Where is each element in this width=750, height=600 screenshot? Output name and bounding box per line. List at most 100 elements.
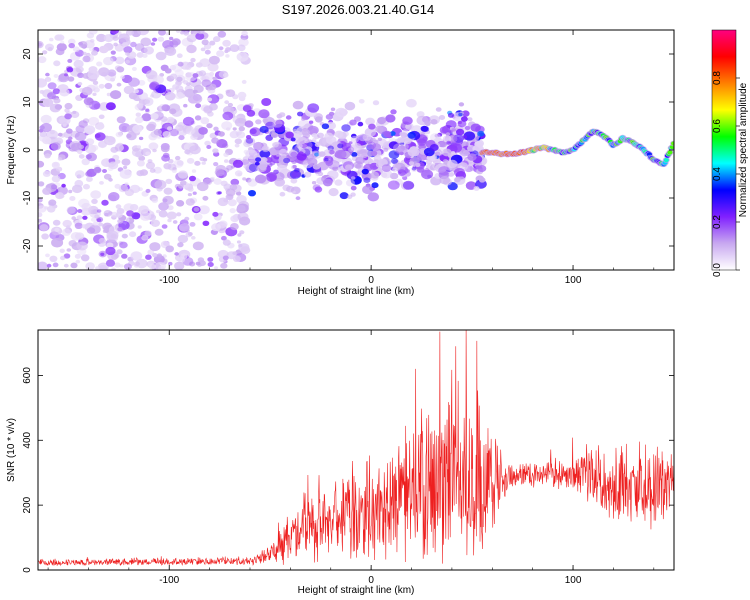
colorbar-tick-label: 0.2: [712, 215, 723, 229]
heatmap-blob: [234, 143, 240, 148]
heatmap-blob: [203, 158, 208, 162]
heatmap-blob: [224, 159, 229, 163]
heatmap-blob: [317, 132, 324, 139]
heatmap-blob: [211, 137, 220, 144]
heatmap-blob: [311, 133, 318, 138]
heatmap-blob: [126, 210, 135, 217]
heatmap-blob: [81, 224, 88, 229]
heatmap-blob: [177, 61, 184, 67]
heatmap-blob: [307, 125, 319, 135]
heatmap-blob: [62, 219, 72, 228]
x-tick-label: -100: [159, 575, 179, 586]
heatmap-blob: [200, 47, 206, 52]
heatmap-blob: [90, 217, 97, 222]
heatmap-blob: [216, 50, 225, 57]
heatmap-blob: [355, 163, 362, 169]
y-tick-label: -20: [22, 238, 33, 253]
heatmap-blob: [52, 219, 61, 226]
heatmap-blob: [56, 43, 67, 52]
heatmap-blob: [125, 52, 130, 56]
heatmap-blob: [383, 130, 392, 138]
snr-axes: -100 0 100 0 200 400 600: [22, 330, 674, 586]
heatmap-blob: [439, 176, 451, 185]
heatmap-blob: [451, 128, 456, 132]
heatmap-blob: [175, 85, 184, 92]
heatmap-blob: [158, 30, 166, 36]
heatmap-blob: [232, 159, 244, 168]
heatmap-blob: [121, 233, 128, 239]
heatmap-blob: [46, 129, 59, 140]
heatmap-blob: [96, 33, 107, 43]
heatmap-blob: [40, 114, 52, 124]
heatmap-blob: [117, 218, 124, 224]
heatmap-blob: [152, 253, 158, 258]
heatmap-blob: [232, 251, 237, 256]
heatmap-blob: [44, 153, 51, 159]
heatmap-blob: [328, 188, 339, 197]
heatmap-blob: [103, 34, 114, 43]
heatmap-blob: [458, 112, 463, 117]
heatmap-blob: [143, 46, 154, 55]
heatmap-blob: [115, 204, 122, 209]
heatmap-blob: [42, 187, 52, 195]
heatmap-blob: [162, 195, 174, 205]
heatmap-blob: [351, 152, 358, 157]
heatmap-blob: [98, 67, 110, 77]
heatmap-blob: [415, 162, 421, 167]
heatmap-blob: [177, 93, 185, 99]
heatmap-blob: [160, 145, 170, 153]
heatmap-blob: [461, 155, 466, 160]
heatmap-blob: [91, 50, 98, 56]
heatmap-blob: [145, 188, 151, 193]
heatmap-blob: [150, 219, 160, 227]
heatmap-blob: [163, 187, 173, 195]
heatmap-blob: [365, 117, 375, 126]
heatmap-blob: [330, 107, 336, 112]
heatmap-blob: [421, 169, 434, 180]
heatmap-blob: [156, 253, 162, 258]
heatmap-blob: [430, 119, 438, 125]
heatmap-blob: [170, 73, 178, 80]
heatmap-blob: [298, 151, 304, 156]
heatmap-blob: [98, 237, 106, 244]
heatmap-blob: [467, 145, 476, 152]
heatmap-blob: [238, 126, 245, 132]
heatmap-blob: [154, 179, 167, 190]
heatmap-blob: [204, 140, 211, 146]
heatmap-blob: [206, 145, 212, 149]
heatmap-blob: [247, 178, 258, 187]
heatmap-blob: [367, 192, 379, 202]
heatmap-blob: [81, 86, 93, 96]
heatmap-blob: [292, 100, 304, 110]
heatmap-blob: [180, 31, 185, 35]
heatmap-blob: [67, 76, 75, 82]
heatmap-blob: [138, 187, 143, 192]
heatmap-blob: [103, 56, 114, 66]
heatmap-blob: [195, 103, 202, 109]
heatmap-blob: [213, 178, 222, 185]
heatmap-blob: [292, 164, 297, 169]
heatmap-blob: [77, 209, 83, 213]
heatmap-blob: [230, 178, 240, 186]
heatmap-blob: [164, 91, 176, 101]
heatmap-blob: [145, 151, 151, 156]
heatmap-blob: [116, 82, 122, 87]
heatmap-blob: [272, 142, 279, 148]
heatmap-blob: [136, 160, 145, 167]
heatmap-blob: [72, 46, 80, 52]
heatmap-blob: [256, 164, 267, 173]
heatmap-blob: [132, 124, 143, 134]
heatmap-blob: [139, 211, 152, 221]
heatmap-blob: [283, 157, 291, 164]
heatmap-blob: [39, 224, 49, 232]
heatmap-blob: [126, 30, 134, 36]
heatmap-blob: [361, 152, 368, 158]
heatmap-blob: [478, 177, 486, 183]
heatmap-blob: [457, 120, 467, 128]
heatmap-blob: [119, 241, 128, 249]
heatmap-blob: [77, 81, 83, 86]
heatmap-blob: [240, 246, 251, 255]
heatmap-blob: [477, 130, 485, 137]
heatmap-blob: [192, 241, 204, 251]
heatmap-blob: [196, 181, 209, 192]
